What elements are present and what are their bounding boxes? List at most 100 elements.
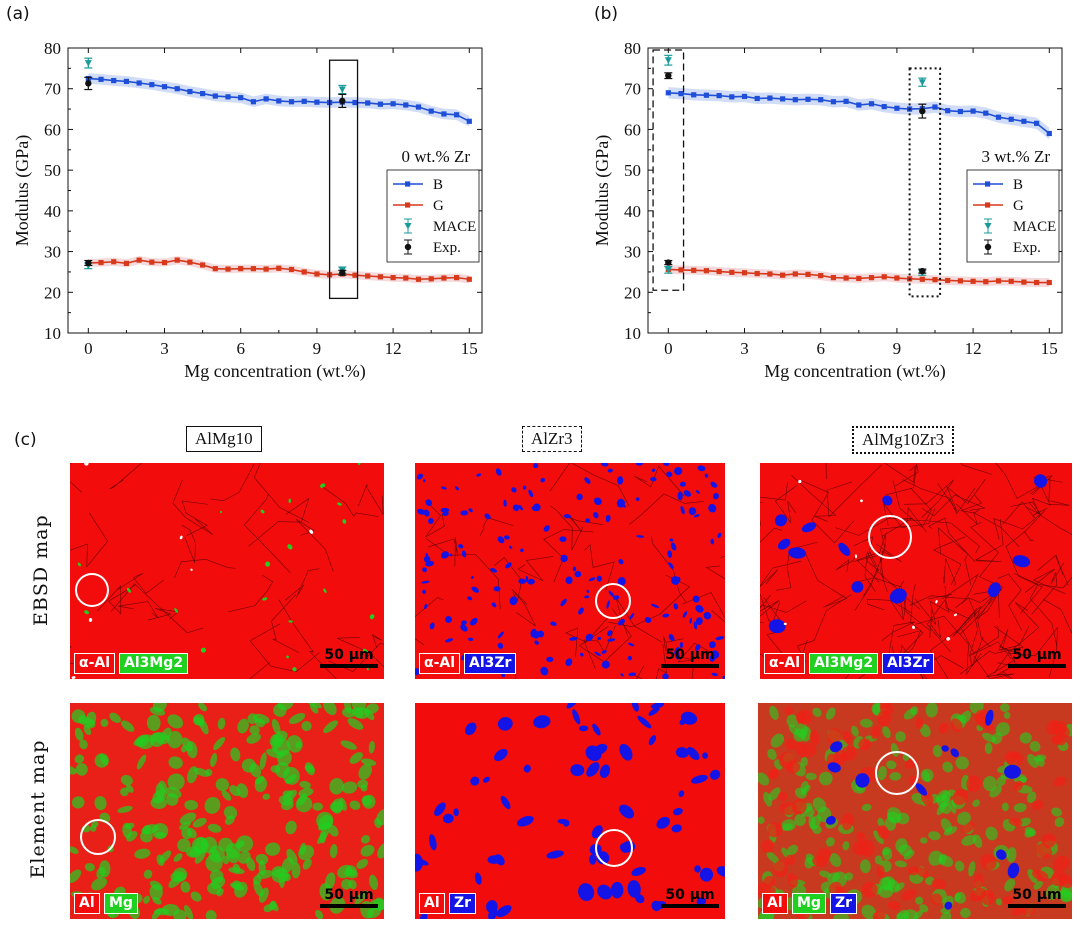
ebsd1-al3zr-particle	[693, 621, 698, 630]
ebsd1-al3zr-particle	[511, 487, 517, 493]
elem0-mg-region	[365, 703, 379, 714]
elem2-mg-region	[842, 841, 850, 851]
elem2-al-grain	[841, 812, 854, 831]
ebsd0-grain-boundary	[320, 485, 379, 517]
elem0-mg-region	[151, 907, 163, 919]
c0-legend-label-0: B	[433, 177, 443, 193]
c1-legend-marker-B	[985, 181, 991, 187]
ebsd2-unindexed-spot	[798, 479, 802, 484]
c1-legend-label-0: B	[1013, 177, 1023, 193]
elem0-mg-region	[74, 754, 85, 764]
c0-mace-point-0	[84, 60, 92, 67]
c1-mace-point-4	[918, 79, 926, 86]
c1-point-B-29	[1034, 120, 1040, 126]
elem0-legend-al: Al	[74, 893, 100, 914]
ebsd2-grain-boundary	[1024, 568, 1066, 594]
elem2-mg-region	[954, 860, 965, 872]
elem0-mg-region	[361, 758, 377, 766]
c0-legend-marker-mace	[404, 223, 412, 230]
c1-point-B-4	[716, 93, 722, 99]
ebsd1-al3zr-particle	[704, 473, 709, 478]
ebsd1-al3zr-particle	[674, 646, 680, 655]
elem2-al-grain	[915, 866, 929, 879]
elem0-mg-region	[201, 836, 218, 854]
c1-point-G-15	[856, 275, 862, 282]
ebsd1-grain-boundary	[705, 555, 725, 580]
elem0-mg-region	[343, 703, 352, 714]
elem2-al-grain	[812, 856, 828, 867]
ebsd1-al3zr-particle	[423, 509, 430, 517]
ebsd1-grain-boundary	[543, 529, 594, 583]
ebsd2-grain-boundary	[854, 569, 906, 616]
c0-point-B-15	[276, 98, 282, 104]
elem2-mg-region	[920, 837, 928, 844]
ebsd-map-almg10-svg	[70, 463, 384, 679]
c0-legend-label-3: Exp.	[433, 240, 461, 256]
ebsd1-al3zr-particle	[662, 673, 669, 679]
elem2-al-grain	[871, 724, 881, 740]
ebsd1-al3zr-particle	[440, 551, 449, 559]
c1-point-B-11	[805, 96, 811, 102]
c0-point-G-5	[149, 259, 155, 265]
c0-point-G-12	[238, 266, 244, 272]
elem0-mg-region	[286, 735, 303, 753]
ebsd0-grain-boundary	[253, 463, 310, 523]
elem0-mg-region	[327, 824, 339, 837]
c1-point-G-30	[1046, 279, 1052, 286]
elem0-mg-region	[341, 781, 358, 794]
c0-point-B-26	[415, 104, 422, 110]
elem0-legend-mg: Mg	[104, 893, 138, 914]
ebsd2-grain-boundary	[1010, 501, 1072, 535]
ebsd0-al3mg2-particle	[337, 502, 342, 506]
c0-xtick-label-9: 9	[313, 339, 322, 358]
c1-point-B-2	[691, 92, 697, 98]
ebsd1-al3zr-particle	[540, 666, 549, 676]
col-title-almg10: AlMg10	[186, 426, 262, 452]
elem2-mg-region	[955, 756, 969, 770]
elem0-mg-region	[249, 763, 262, 778]
ebsd2-highlight-circle	[868, 515, 912, 559]
elem0-mg-region	[217, 717, 226, 730]
ebsd-map-alzr3-svg	[415, 463, 725, 679]
elem1-zr-cluster	[619, 804, 635, 819]
elem0-mg-region	[266, 748, 284, 759]
c1-point-G-29	[1034, 279, 1040, 286]
ebsd1-al3zr-particle	[607, 638, 616, 642]
ebsd1-al3zr-particle	[596, 575, 603, 582]
ebsd1-al3zr-particle	[683, 490, 691, 497]
elem1-zr-cluster	[496, 905, 512, 918]
elem2-al-grain	[791, 798, 807, 815]
c1-exp-point-7	[919, 267, 926, 275]
elem2-mg-region	[887, 807, 902, 823]
elem0-mg-region	[288, 713, 306, 725]
c0-point-B-9	[200, 91, 206, 97]
elem1-zr-cluster	[533, 715, 551, 729]
elem1-zr-cluster	[465, 722, 477, 736]
ebsd2-al3zr-particle	[838, 542, 851, 556]
elem2-al-grain	[1032, 869, 1049, 881]
ebsd2-grain-boundary	[884, 463, 917, 483]
c0-point-G-21	[352, 272, 358, 278]
ebsd1-grain-boundary	[517, 556, 554, 582]
elem1-zr-cluster	[631, 703, 639, 712]
ebsd1-al3zr-particle	[425, 560, 435, 567]
c1-point-B-14	[843, 98, 849, 104]
ebsd1-al3zr-particle	[607, 468, 613, 473]
ebsd1-scalebar: 50 µm	[661, 647, 719, 668]
ebsd1-al3zr-particle	[565, 658, 573, 667]
c0-xtick-label-6: 6	[236, 339, 245, 358]
elem2-mg-region	[928, 831, 941, 841]
elem2-al-grain	[1053, 855, 1070, 872]
ebsd2-grain-boundary	[960, 463, 992, 475]
elem0-mg-region	[253, 880, 264, 897]
elem0-mg-region	[184, 800, 199, 811]
ebsd1-al3zr-particle	[601, 660, 610, 669]
col-title-almg10zr3: AlMg10Zr3	[852, 426, 955, 454]
ebsd1-al3zr-particle	[575, 572, 579, 577]
c1-xtick-label-6: 6	[816, 339, 825, 358]
elem0-mg-region	[180, 881, 191, 893]
ebsd2-grain-boundary	[903, 479, 955, 518]
elem1-zr-cluster	[429, 834, 437, 851]
ebsd1-al3zr-particle	[623, 505, 626, 508]
ebsd1-al3zr-particle	[416, 508, 426, 515]
